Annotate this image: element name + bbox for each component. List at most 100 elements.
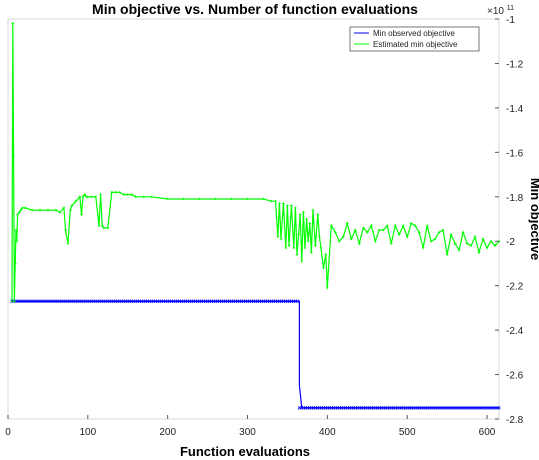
series-point-estimated-min (30, 208, 34, 212)
x-tick-label: 600 (479, 427, 496, 438)
series-point-estimated-min (300, 259, 304, 263)
series-point-estimated-min (305, 217, 308, 221)
series-point-estimated-min (302, 211, 305, 214)
series-point-estimated-min (130, 193, 134, 196)
series-point-estimated-min (353, 228, 357, 232)
series-layer (10, 22, 501, 410)
series-point-estimated-min (114, 191, 118, 194)
series-point-estimated-min (298, 213, 302, 216)
series-point-estimated-min (342, 235, 345, 239)
chart-title: Min objective vs. Number of function eva… (92, 1, 418, 17)
series-point-estimated-min (126, 193, 130, 196)
series-point-estimated-min (405, 235, 409, 239)
series-point-estimated-min (54, 208, 58, 212)
series-point-estimated-min (74, 199, 78, 203)
series-point-estimated-min (122, 193, 126, 196)
series-point-estimated-min (311, 208, 315, 212)
series-point-estimated-min (473, 235, 477, 239)
series-point-estimated-min (485, 246, 489, 250)
series-point-estimated-min (429, 239, 433, 243)
series-point-estimated-min (17, 211, 21, 214)
series-point-estimated-min (346, 222, 349, 225)
series-point-estimated-min (13, 262, 17, 265)
series-point-estimated-min (11, 22, 15, 25)
series-point-estimated-min (83, 193, 86, 196)
series-point-estimated-min (24, 206, 27, 210)
series-point-estimated-min (316, 213, 320, 216)
series-point-estimated-min (86, 195, 90, 199)
series-point-estimated-min (310, 251, 313, 254)
series-point-estimated-min (68, 208, 72, 212)
legend: Min observed objective Estimated min obj… (349, 26, 480, 52)
series-point-estimated-min (445, 253, 449, 256)
x-axis: 0 100 200 300 400 500 600 (5, 415, 496, 438)
series-point-estimated-min (58, 211, 62, 214)
series-point-estimated-min (15, 239, 19, 243)
x-axis-label: Function evaluations (180, 444, 310, 459)
y-tick-label: -1.6 (506, 148, 524, 159)
series-point-estimated-min (286, 204, 289, 207)
series-point-estimated-min (284, 246, 288, 250)
series-point-min-observed (295, 299, 300, 304)
series-point-estimated-min (10, 299, 14, 303)
series-point-estimated-min (469, 244, 473, 247)
series-point-estimated-min (278, 202, 281, 205)
x-tick-label: 400 (319, 427, 336, 438)
series-point-estimated-min (326, 286, 329, 290)
y-axis-exponent-base: ×10 (487, 6, 504, 17)
series-point-estimated-min (276, 235, 280, 239)
series-point-estimated-min (365, 231, 369, 234)
series-point-estimated-min (453, 242, 457, 245)
series-point-estimated-min (461, 231, 465, 234)
series-point-estimated-min (350, 237, 353, 241)
series-point-estimated-min (319, 246, 323, 250)
series-point-estimated-min (14, 228, 18, 232)
series-point-estimated-min (214, 197, 217, 201)
series-point-estimated-min (306, 239, 310, 243)
series-point-estimated-min (118, 191, 122, 194)
series-point-estimated-min (279, 237, 283, 241)
series-point-estimated-min (64, 228, 67, 232)
series-point-estimated-min (292, 246, 296, 250)
y-axis-label: Min objective (528, 178, 539, 260)
series-point-estimated-min (308, 222, 312, 225)
series-point-estimated-min (134, 195, 138, 199)
series-point-estimated-min (318, 235, 321, 239)
y-tick-label: -1.8 (506, 193, 524, 204)
series-point-estimated-min (493, 244, 497, 247)
series-point-estimated-min (81, 195, 85, 199)
series-point-estimated-min (100, 224, 104, 227)
series-point-estimated-min (290, 204, 293, 207)
y-axis: -1 -1.2 -1.4 -1.6 -1.8 -2 -2.2 -2.4 -2.6 -2.8 (495, 15, 524, 426)
series-point-estimated-min (425, 224, 429, 227)
series-point-estimated-min (262, 197, 265, 201)
y-tick-label: -2.2 (506, 282, 524, 293)
series-point-estimated-min (413, 224, 417, 227)
x-tick-label: 200 (159, 427, 176, 438)
series-point-estimated-min (142, 195, 146, 199)
series-point-estimated-min (357, 242, 361, 245)
series-point-estimated-min (421, 246, 425, 250)
y-tick-label: -1.2 (506, 59, 524, 70)
series-point-estimated-min (369, 224, 373, 227)
series-point-estimated-min (46, 208, 50, 212)
y-tick-label: -1 (506, 15, 515, 26)
series-point-estimated-min (295, 253, 299, 256)
series-point-estimated-min (297, 233, 300, 236)
x-tick-label: 100 (79, 427, 96, 438)
series-point-estimated-min (230, 197, 233, 201)
series-point-estimated-min (433, 237, 437, 241)
series-point-estimated-min (80, 213, 83, 216)
series-point-estimated-min (99, 193, 102, 196)
series-point-estimated-min (481, 237, 485, 241)
series-point-estimated-min (385, 224, 389, 227)
series-point-estimated-min (401, 224, 405, 227)
series-point-estimated-min (381, 228, 385, 232)
series-point-estimated-min (449, 233, 453, 236)
series-point-min-observed (497, 406, 501, 410)
series-point-estimated-min (477, 251, 481, 254)
series-point-estimated-min (314, 244, 317, 247)
y-tick-label: -2.8 (506, 415, 524, 426)
series-point-estimated-min (78, 195, 82, 199)
legend-entry-estimated-min: Estimated min objective (373, 40, 458, 49)
